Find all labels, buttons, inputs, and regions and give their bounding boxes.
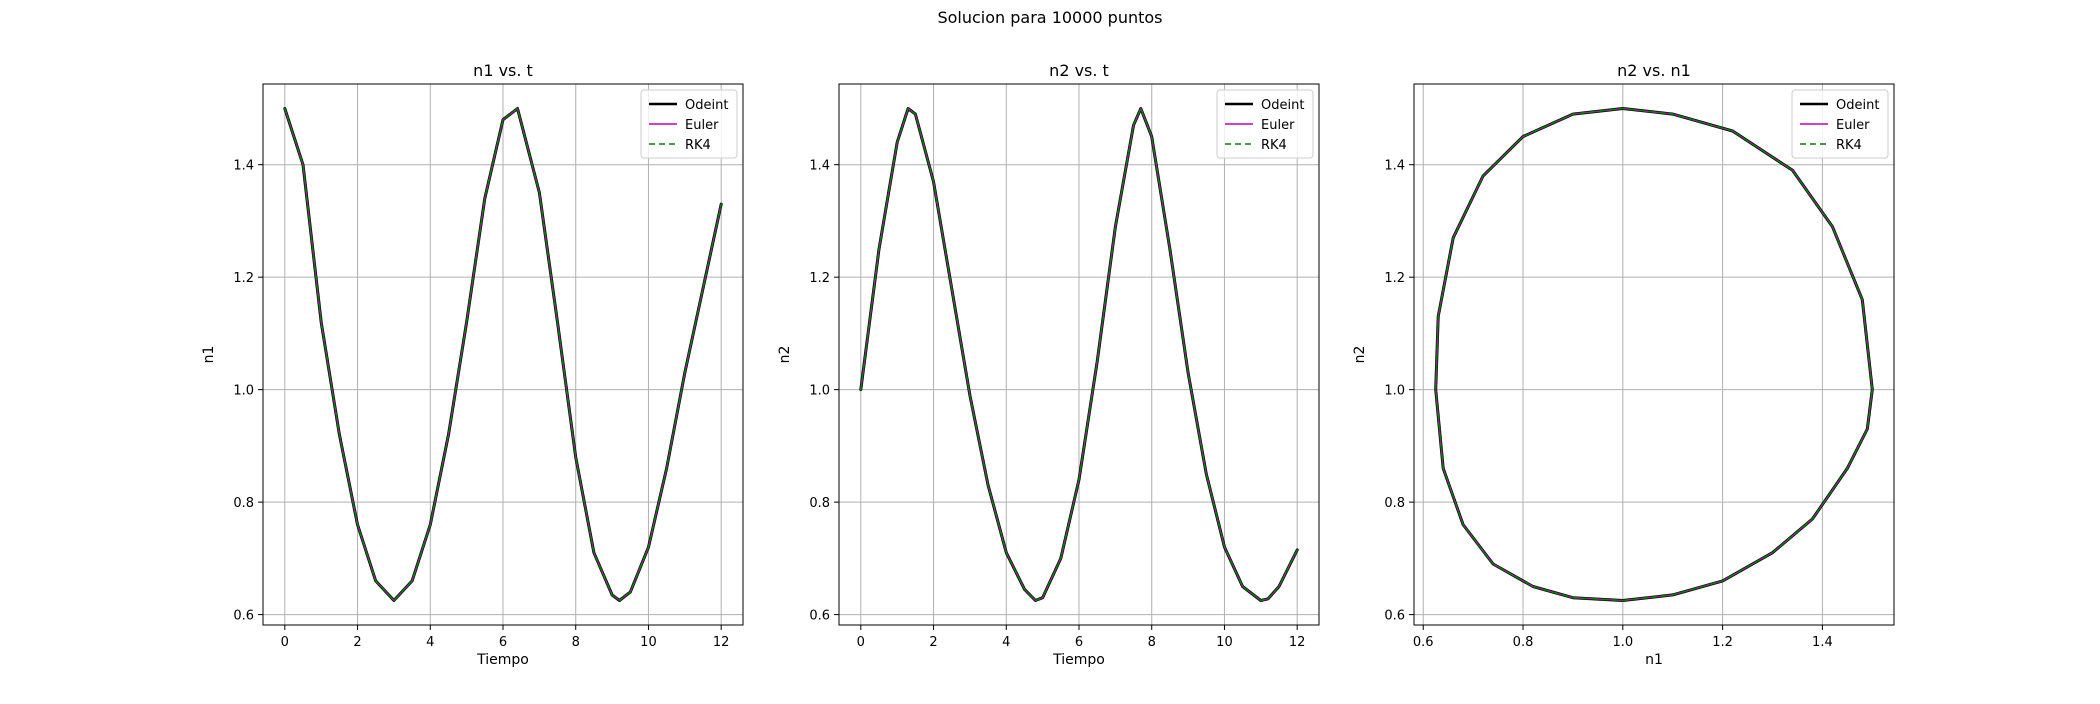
chart2-legend-label-euler: Euler [1261, 118, 1295, 133]
chart2-series-rk4 [859, 107, 1298, 602]
chart3-axes-frame [1413, 83, 1895, 626]
figure-title: Solucion para 10000 puntos [937, 8, 1163, 27]
chart2-y-tick-label: 1.4 [809, 159, 830, 174]
chart3-y-tick-label: 1.2 [1384, 271, 1405, 286]
chart3-y-tick-label: 0.6 [1384, 609, 1405, 624]
chart2-y-axis-label: n2 [777, 346, 793, 364]
chart1-y-axis-label: n1 [201, 346, 217, 364]
chart1-x-axis-label: Tiempo [476, 652, 529, 668]
chart3-x-tick-label: 0.8 [1513, 635, 1534, 650]
chart1-y-tick-label: 1.0 [233, 384, 254, 399]
chart1-x-tick-label: 12 [713, 635, 730, 650]
chart1-legend-box [640, 89, 738, 159]
chart3-x-tick-label: 1.0 [1612, 635, 1633, 650]
chart2-y-tick-label: 1.0 [809, 384, 830, 399]
chart3-x-tick-label: 0.6 [1413, 635, 1434, 650]
chart1-title: n1 vs. t [473, 61, 533, 80]
chart2-x-tick-label: 2 [929, 635, 937, 650]
chart2-x-tick-label: 6 [1075, 635, 1083, 650]
chart2-x-tick-label: 0 [857, 635, 865, 650]
chart1-x-tick-label: 10 [640, 635, 657, 650]
chart3-y-tick-label: 1.0 [1384, 384, 1405, 399]
chart2-title: n2 vs. t [1049, 61, 1109, 80]
chart1-x-tick-label: 0 [281, 635, 289, 650]
chart2-legend-label-rk4: RK4 [1261, 138, 1287, 153]
chart1-y-tick-label: 0.8 [233, 496, 254, 511]
chart1-x-tick-label: 2 [353, 635, 361, 650]
chart3-series-euler [1434, 107, 1874, 602]
chart3-series-odeint [1434, 107, 1874, 602]
chart2-y-tick-label: 0.6 [809, 609, 830, 624]
chart1-legend-label-rk4: RK4 [685, 138, 711, 153]
chart3-x-tick-label: 1.4 [1812, 635, 1833, 650]
chart1-x-tick-label: 6 [499, 635, 507, 650]
chart2-axes-frame [838, 83, 1320, 626]
chart3-title: n2 vs. n1 [1617, 61, 1691, 80]
chart1-legend-label-odeint: Odeint [685, 98, 728, 113]
chart2-x-axis-label: Tiempo [1052, 652, 1105, 668]
chart1-x-tick-label: 8 [572, 635, 580, 650]
chart3-y-tick-label: 0.8 [1384, 496, 1405, 511]
chart2-y-tick-label: 0.8 [809, 496, 830, 511]
chart2-x-tick-label: 10 [1216, 635, 1233, 650]
chart1-legend-label-euler: Euler [685, 118, 719, 133]
chart3-x-axis-label: n1 [1645, 652, 1663, 668]
chart2-legend-label-odeint: Odeint [1261, 98, 1304, 113]
chart3-series-rk4 [1434, 107, 1874, 602]
chart1-series-rk4 [283, 107, 723, 602]
chart3-legend-box [1791, 89, 1889, 159]
chart3-legend-label-rk4: RK4 [1836, 138, 1862, 153]
chart1-y-tick-label: 1.2 [233, 271, 254, 286]
chart3-legend-label-odeint: Odeint [1836, 98, 1879, 113]
chart2-y-tick-label: 1.2 [809, 271, 830, 286]
chart3-y-tick-label: 1.4 [1384, 159, 1405, 174]
chart1-axes-frame [262, 83, 744, 626]
chart1-y-tick-label: 0.6 [233, 609, 254, 624]
chart3-x-tick-label: 1.2 [1712, 635, 1733, 650]
chart3-y-axis-label: n2 [1352, 346, 1368, 364]
chart3-legend-label-euler: Euler [1836, 118, 1870, 133]
chart1-x-tick-label: 4 [426, 635, 434, 650]
chart2-x-tick-label: 8 [1148, 635, 1156, 650]
chart1-y-tick-label: 1.4 [233, 159, 254, 174]
chart2-x-tick-label: 4 [1002, 635, 1010, 650]
chart2-x-tick-label: 12 [1289, 635, 1306, 650]
chart2-legend-box [1216, 89, 1314, 159]
